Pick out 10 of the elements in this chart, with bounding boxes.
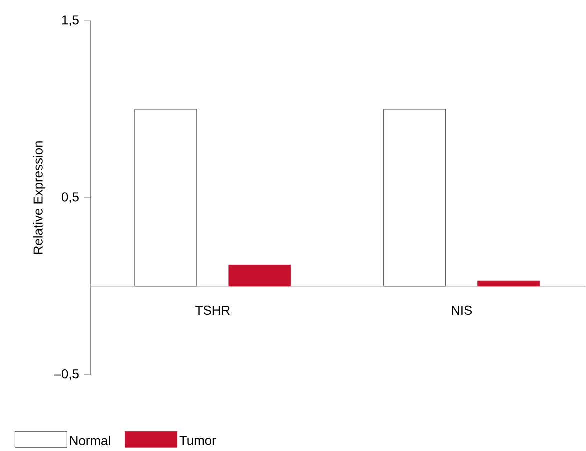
y-tick-label: –0,5 bbox=[54, 369, 79, 380]
bar bbox=[478, 280, 540, 286]
y-tick-label: 1,5 bbox=[62, 16, 79, 26]
x-tick-label: NIS bbox=[452, 306, 472, 315]
legend-label: Tumor bbox=[180, 436, 216, 446]
y-axis-title: Relative Expression bbox=[33, 141, 46, 254]
y-tick-label: 0,5 bbox=[62, 192, 79, 204]
legend-label: Normal bbox=[70, 436, 110, 446]
bar bbox=[228, 264, 292, 286]
x-tick-label: TSHR bbox=[196, 306, 230, 315]
